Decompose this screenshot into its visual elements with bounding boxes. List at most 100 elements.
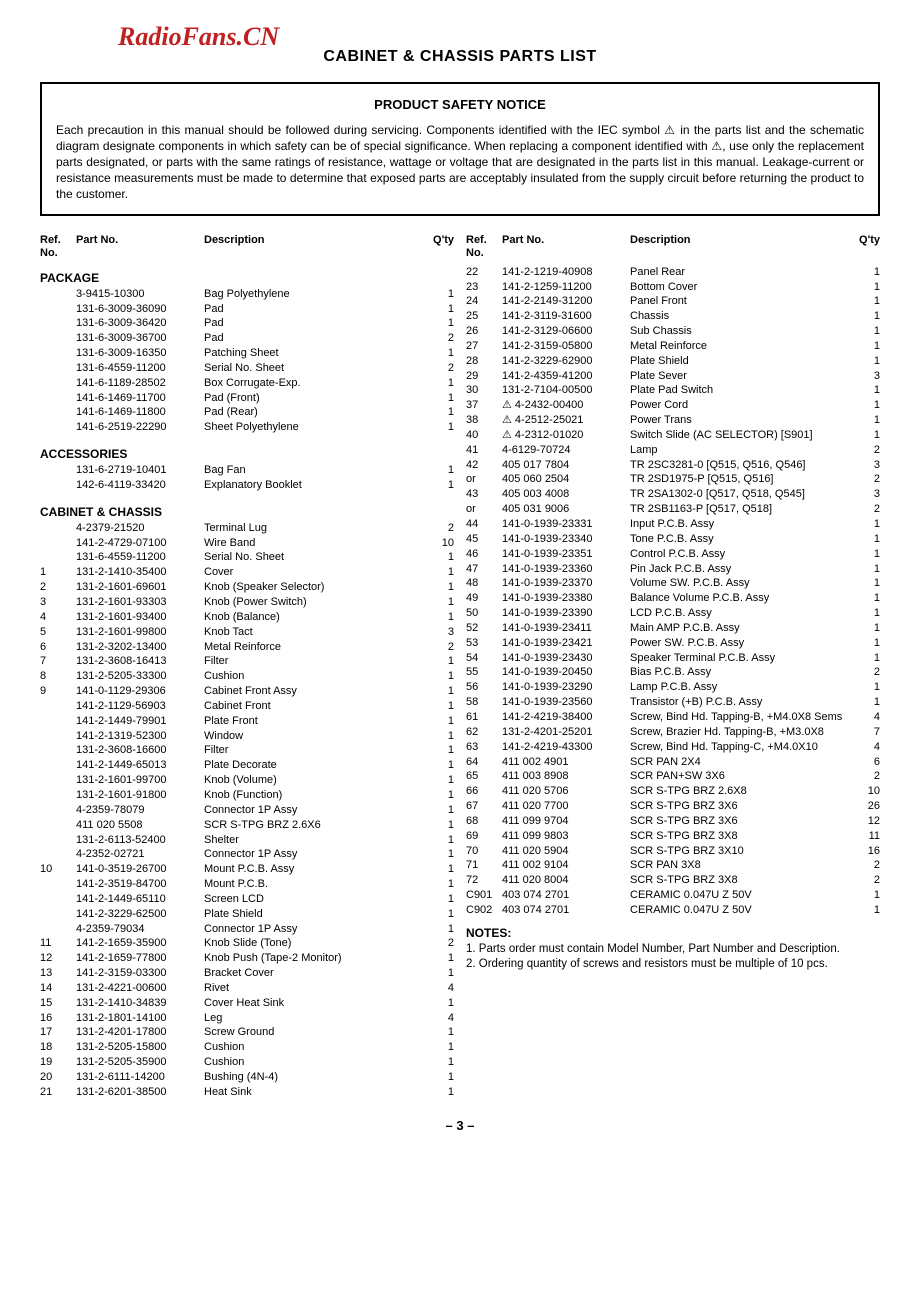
cell-desc: Screw, Bind Hd. Tapping-B, +M4.0X8 Sems [630, 710, 846, 725]
parts-row: 29141-2-4359-41200Plate Sever3 [466, 369, 880, 384]
parts-row: 14131-2-4221-00600Rivet4 [40, 981, 454, 996]
cell-qty: 1 [846, 532, 880, 547]
cell-ref: C901 [466, 888, 502, 903]
cell-part: 141-2-2149-31200 [502, 294, 630, 309]
cell-desc: SCR S-TPG BRZ 3X10 [630, 844, 846, 859]
cell-ref: 48 [466, 576, 502, 591]
cell-ref: or [466, 502, 502, 517]
cell-ref: 62 [466, 725, 502, 740]
cell-desc: Bushing (4N-4) [204, 1070, 420, 1085]
cell-ref: 15 [40, 996, 76, 1011]
cell-ref: 12 [40, 951, 76, 966]
cell-part: ⚠ 4-2312-01020 [502, 428, 630, 443]
parts-row: 69411 099 9803SCR S-TPG BRZ 3X811 [466, 829, 880, 844]
cell-qty: 2 [846, 665, 880, 680]
cell-part: 141-2-4219-43300 [502, 740, 630, 755]
cell-qty: 1 [420, 565, 454, 580]
parts-row: 54141-0-1939-23430Speaker Terminal P.C.B… [466, 651, 880, 666]
parts-row: 58141-0-1939-23560Transistor (+B) P.C.B.… [466, 695, 880, 710]
parts-row: 26141-2-3129-06600Sub Chassis1 [466, 324, 880, 339]
cell-qty: 1 [846, 280, 880, 295]
cell-qty: 1 [846, 636, 880, 651]
cell-part: 411 002 9104 [502, 858, 630, 873]
cell-desc: SCR PAN 3X8 [630, 858, 846, 873]
cell-desc: LCD P.C.B. Assy [630, 606, 846, 621]
header-qty: Q'ty [846, 234, 880, 258]
cell-desc: Leg [204, 1011, 420, 1026]
cell-part: 131-2-3202-13400 [76, 640, 204, 655]
safety-heading: PRODUCT SAFETY NOTICE [56, 96, 864, 114]
cell-ref: 63 [466, 740, 502, 755]
cell-desc: Bag Fan [204, 463, 420, 478]
cell-ref: 24 [466, 294, 502, 309]
cell-qty: 1 [420, 550, 454, 565]
cell-ref: 37 [466, 398, 502, 413]
cell-qty: 1 [420, 996, 454, 1011]
cell-part: 141-6-1469-11800 [76, 405, 204, 420]
cell-part: 4-2359-79034 [76, 922, 204, 937]
notes-heading: NOTES: [466, 926, 880, 940]
cell-ref: 21 [40, 1085, 76, 1100]
cell-part: ⚠ 4-2432-00400 [502, 398, 630, 413]
cell-ref: 30 [466, 383, 502, 398]
cell-part: 411 020 8004 [502, 873, 630, 888]
cell-qty: 2 [420, 361, 454, 376]
cell-part: 141-0-1939-20450 [502, 665, 630, 680]
cell-qty: 2 [846, 472, 880, 487]
cell-ref: 4 [40, 610, 76, 625]
parts-row: 131-2-6113-52400Shelter1 [40, 833, 454, 848]
cell-part: 4-6129-70724 [502, 443, 630, 458]
parts-row: 12141-2-1659-77800Knob Push (Tape-2 Moni… [40, 951, 454, 966]
cell-qty: 1 [420, 654, 454, 669]
cell-ref: 68 [466, 814, 502, 829]
header-ref: Ref. No. [40, 234, 76, 258]
cell-ref: 50 [466, 606, 502, 621]
cell-desc: Serial No. Sheet [204, 361, 420, 376]
cell-desc: Tone P.C.B. Assy [630, 532, 846, 547]
cell-desc: SCR S-TPG BRZ 2.6X8 [630, 784, 846, 799]
cell-ref: 3 [40, 595, 76, 610]
cell-part: 405 003 4008 [502, 487, 630, 502]
cell-desc: Plate Sever [630, 369, 846, 384]
cell-part: 131-2-1601-93400 [76, 610, 204, 625]
cell-desc: Lamp P.C.B. Assy [630, 680, 846, 695]
parts-row: 141-2-3229-62500Plate Shield1 [40, 907, 454, 922]
cell-part: 141-6-1189-28502 [76, 376, 204, 391]
cell-desc: Knob Slide (Tone) [204, 936, 420, 951]
parts-row: 72411 020 8004SCR S-TPG BRZ 3X82 [466, 873, 880, 888]
cell-ref [40, 847, 76, 862]
parts-row: 4-2352-02721Connector 1P Assy1 [40, 847, 454, 862]
parts-row: 61141-2-4219-38400Screw, Bind Hd. Tappin… [466, 710, 880, 725]
cell-desc: Pad (Rear) [204, 405, 420, 420]
cell-desc: Plate Shield [204, 907, 420, 922]
cell-desc: Wire Band [204, 536, 420, 551]
cell-qty: 1 [846, 413, 880, 428]
parts-row: 46141-0-1939-23351Control P.C.B. Assy1 [466, 547, 880, 562]
cell-qty: 12 [846, 814, 880, 829]
cell-qty: 1 [846, 680, 880, 695]
cell-desc: SCR S-TPG BRZ 3X8 [630, 829, 846, 844]
cell-qty: 1 [420, 302, 454, 317]
cell-ref: 49 [466, 591, 502, 606]
cell-ref: 19 [40, 1055, 76, 1070]
header-ref: Ref. No. [466, 234, 502, 258]
cell-qty: 1 [420, 699, 454, 714]
header-qty: Q'ty [420, 234, 454, 258]
parts-row: 4-2379-21520Terminal Lug2 [40, 521, 454, 536]
header-part: Part No. [76, 234, 204, 258]
cell-desc: Screw Ground [204, 1025, 420, 1040]
parts-row: 40⚠ 4-2312-01020Switch Slide (AC SELECTO… [466, 428, 880, 443]
cell-ref: 9 [40, 684, 76, 699]
cell-ref: 52 [466, 621, 502, 636]
cell-desc: Patching Sheet [204, 346, 420, 361]
section-title: PACKAGE [40, 271, 454, 285]
cell-qty: 1 [420, 669, 454, 684]
parts-row: 8131-2-5205-33300Cushion1 [40, 669, 454, 684]
cell-desc: Cushion [204, 1055, 420, 1070]
cell-desc: Pad [204, 302, 420, 317]
cell-ref [40, 478, 76, 493]
cell-ref: 18 [40, 1040, 76, 1055]
parts-row: 43405 003 4008TR 2SA1302-0 [Q517, Q518, … [466, 487, 880, 502]
cell-qty: 1 [420, 1070, 454, 1085]
cell-qty: 3 [420, 625, 454, 640]
